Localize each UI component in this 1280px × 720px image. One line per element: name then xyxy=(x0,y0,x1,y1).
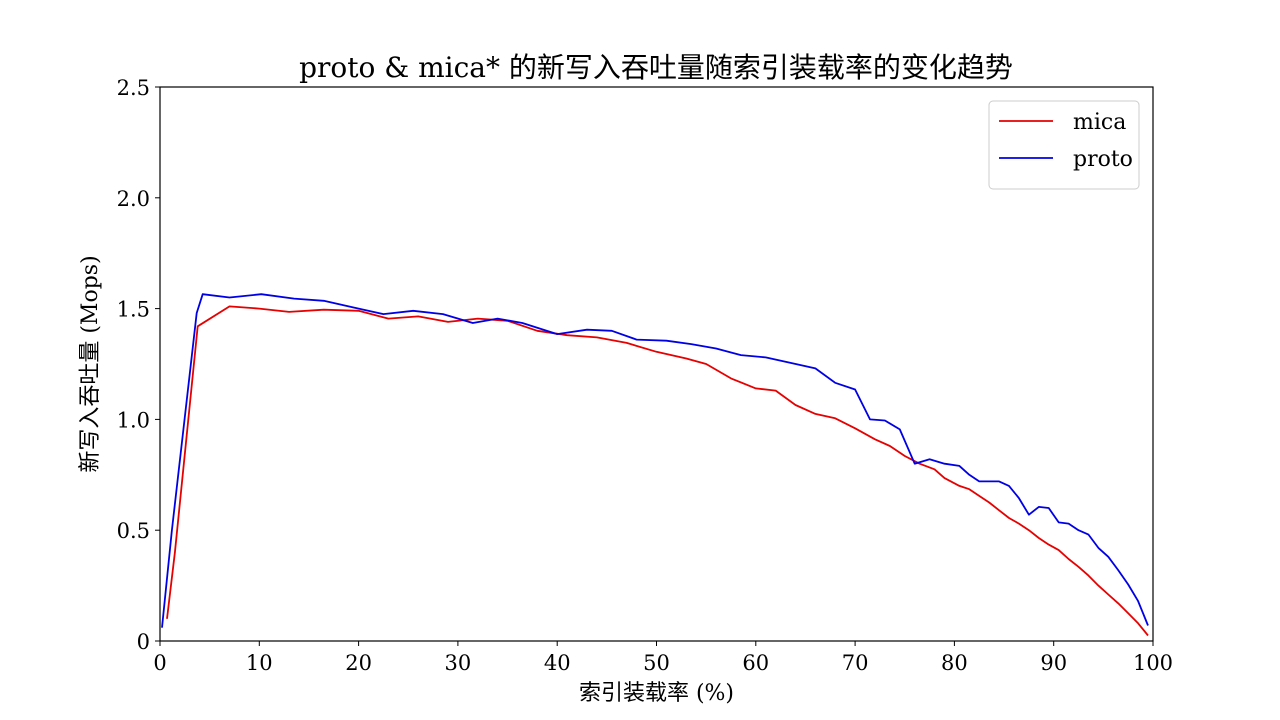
x-tick-label: 10 xyxy=(246,651,273,675)
legend-label-proto: proto xyxy=(1073,147,1133,172)
series-line-mica xyxy=(166,305,1149,637)
legend: mica proto xyxy=(988,100,1140,190)
x-tick-label: 70 xyxy=(842,651,869,675)
x-axis: 0 10 20 30 40 50 60 70 80 90 100 xyxy=(153,641,1173,675)
series-line-proto xyxy=(161,293,1149,628)
y-tick-label: 1.0 xyxy=(117,408,150,432)
y-tick-label: 0.5 xyxy=(117,519,150,543)
legend-label-mica: mica xyxy=(1073,110,1126,135)
x-tick-label: 0 xyxy=(153,651,166,675)
x-tick-label: 100 xyxy=(1133,651,1173,675)
y-tick-label: 1.5 xyxy=(117,298,150,322)
y-axis: 0 0.5 1.0 1.5 2.0 2.5 xyxy=(117,76,160,654)
x-tick-label: 40 xyxy=(544,651,571,675)
x-tick-label: 60 xyxy=(742,651,769,675)
x-tick-label: 30 xyxy=(445,651,472,675)
x-tick-label: 20 xyxy=(345,651,372,675)
y-tick-label: 2.0 xyxy=(117,187,150,211)
x-tick-label: 50 xyxy=(643,651,670,675)
x-tick-label: 80 xyxy=(941,651,968,675)
x-tick-label: 90 xyxy=(1040,651,1067,675)
x-axis-label: 索引装载率 (%) xyxy=(579,681,734,706)
series-layer xyxy=(161,293,1149,637)
legend-box xyxy=(988,100,1140,190)
chart-title: proto & mica* 的新写入吞吐量随索引装载率的变化趋势 xyxy=(299,51,1013,84)
y-tick-label: 0 xyxy=(137,630,150,654)
y-tick-label: 2.5 xyxy=(117,76,150,100)
y-axis-label: 新写入吞吐量 (Mops) xyxy=(78,255,103,472)
